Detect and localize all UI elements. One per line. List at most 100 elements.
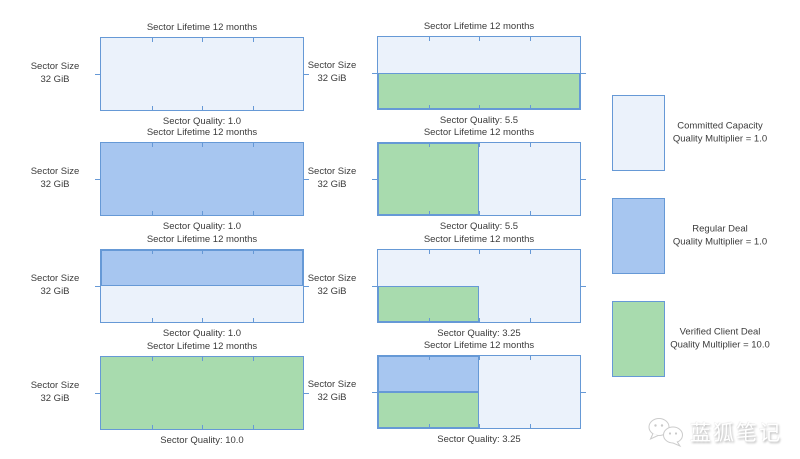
diagram-half-regular-top: Sector Lifetime 12 months Sector Size 32… <box>31 234 309 339</box>
tick-mark <box>151 318 153 323</box>
tick-mark <box>151 425 153 430</box>
tick-mark <box>372 286 377 287</box>
tick-mark <box>479 424 480 429</box>
sector-box <box>372 249 586 323</box>
region-regular <box>101 143 303 215</box>
tick-mark <box>581 73 586 74</box>
watermark-text: 蓝狐笔记 <box>690 422 782 445</box>
legend-label-line1: Regular Deal <box>692 223 748 235</box>
tick-mark <box>304 74 309 75</box>
sector-quality-label: Sector Quality: 1.0 <box>162 221 242 232</box>
sector-box <box>95 37 309 111</box>
legend-label-line2: Quality Multiplier = 1.0 <box>672 237 768 248</box>
sector-size-line2: 32 GiB <box>317 392 347 403</box>
tick-mark <box>304 286 309 287</box>
diagram-half-verified-bottom: Sector Lifetime 12 months Sector Size 32… <box>308 21 586 126</box>
diagram-verified-only: Sector Lifetime 12 months Sector Size 32… <box>31 341 309 446</box>
region-verified <box>378 286 479 322</box>
chat-bubbles-icon <box>648 418 683 448</box>
sector-size-line1: Sector Size <box>30 380 80 392</box>
tick-mark <box>202 106 203 111</box>
tick-mark <box>202 142 203 147</box>
tick-mark <box>151 211 153 216</box>
sector-quality-label: Sector Quality: 3.25 <box>437 434 521 445</box>
tick-mark <box>304 393 309 394</box>
tick-mark <box>252 211 254 216</box>
legend-label: Committed Capacity Quality Multiplier = … <box>670 120 770 147</box>
sector-size-label: Sector Size 32 GiB <box>18 273 92 299</box>
legend-item-regular-deal: Regular Deal Quality Multiplier = 1.0 <box>612 198 782 274</box>
sector-size-line2: 32 GiB <box>317 179 347 190</box>
region-verified <box>101 357 303 429</box>
tick-mark <box>372 179 377 180</box>
tick-mark <box>202 425 203 430</box>
sector-box <box>95 142 309 216</box>
sector-size-label: Sector Size 32 GiB <box>295 166 369 192</box>
tick-mark <box>529 36 531 41</box>
region-verified <box>378 143 479 215</box>
tick-mark <box>252 142 254 147</box>
tick-mark <box>428 424 430 429</box>
sector-size-line2: 32 GiB <box>40 74 70 85</box>
sector-size-label: Sector Size 32 GiB <box>18 380 92 406</box>
sector-box <box>95 249 309 323</box>
sector-lifetime-label: Sector Lifetime 12 months <box>423 340 535 351</box>
watermark: 蓝狐笔记 <box>647 416 782 448</box>
tick-mark <box>529 355 531 360</box>
sector-size-label: Sector Size 32 GiB <box>18 61 92 87</box>
sector-size-line2: 32 GiB <box>317 286 347 297</box>
tick-mark <box>428 105 430 110</box>
tick-mark <box>479 355 480 360</box>
tick-mark <box>428 318 430 323</box>
legend-label-line2: Quality Multiplier = 1.0 <box>672 134 768 145</box>
tick-mark <box>252 37 254 42</box>
sector-quality-label: Sector Quality: 1.0 <box>162 328 242 339</box>
legend-label-line1: Committed Capacity <box>677 120 763 132</box>
tick-mark <box>581 179 586 180</box>
sector-lifetime-label: Sector Lifetime 12 months <box>423 234 535 245</box>
tick-mark <box>252 425 254 430</box>
tick-mark <box>95 393 100 394</box>
tick-mark <box>479 318 480 323</box>
sector-quality-label: Sector Quality: 3.25 <box>437 328 521 339</box>
tick-mark <box>428 36 430 41</box>
legend-label: Verified Client Deal Quality Multiplier … <box>670 326 770 353</box>
tick-mark <box>529 424 531 429</box>
diagram-mixed-quarters: Sector Lifetime 12 months Sector Size 32… <box>308 340 586 445</box>
sector-box <box>95 356 309 430</box>
regular-deal-swatch <box>612 198 665 274</box>
tick-mark <box>428 142 430 147</box>
tick-mark <box>202 249 203 254</box>
sector-size-label: Sector Size 32 GiB <box>295 60 369 86</box>
tick-mark <box>252 356 254 361</box>
tick-mark <box>372 73 377 74</box>
diagram-regular-only: Sector Lifetime 12 months Sector Size 32… <box>31 127 309 232</box>
legend-label-line2: Quality Multiplier = 10.0 <box>670 340 770 351</box>
tick-mark <box>151 356 153 361</box>
verified-client-deal-swatch <box>612 301 665 377</box>
region-regular <box>378 356 479 392</box>
tick-mark <box>529 142 531 147</box>
tick-mark <box>202 318 203 323</box>
tick-mark <box>252 249 254 254</box>
tick-mark <box>372 392 377 393</box>
tick-mark <box>479 36 480 41</box>
sector-lifetime-label: Sector Lifetime 12 months <box>423 21 535 32</box>
tick-mark <box>529 105 531 110</box>
sector-box <box>372 142 586 216</box>
sector-size-label: Sector Size 32 GiB <box>295 379 369 405</box>
region-verified <box>378 392 479 428</box>
tick-mark <box>95 286 100 287</box>
sector-size-line1: Sector Size <box>30 61 80 73</box>
tick-mark <box>428 355 430 360</box>
tick-mark <box>151 106 153 111</box>
sector-size-line1: Sector Size <box>307 379 357 391</box>
committed-capacity-swatch <box>612 95 665 171</box>
sector-size-line2: 32 GiB <box>40 179 70 190</box>
sector-quality-label: Sector Quality: 10.0 <box>160 435 244 446</box>
sector-size-line2: 32 GiB <box>317 73 347 84</box>
sector-size-label: Sector Size 32 GiB <box>295 273 369 299</box>
tick-mark <box>479 249 480 254</box>
sector-box <box>372 355 586 429</box>
